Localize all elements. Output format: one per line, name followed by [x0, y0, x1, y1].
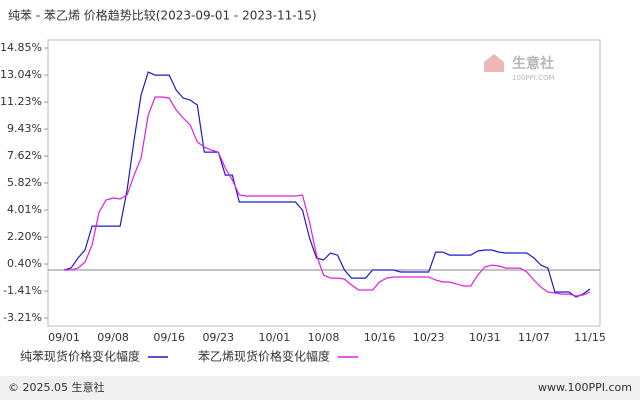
watermark: 生意社 100PPI.COM	[484, 54, 555, 82]
x-tick-label: 10/23	[413, 331, 445, 344]
y-tick-label: 5.82%	[7, 176, 42, 189]
y-tick-label: 4.01%	[7, 203, 42, 216]
watermark-logo	[484, 54, 504, 72]
watermark-site: 100PPI.COM	[512, 74, 555, 82]
legend-label: 纯苯现货价格变化幅度	[20, 349, 140, 364]
chart-title: 纯苯 - 苯乙烯 价格趋势比较(2023-09-01 - 2023-11-15)	[8, 8, 317, 23]
x-tick-label: 11/07	[518, 331, 550, 344]
series-line	[63, 71, 591, 298]
y-tick-label: -1.41%	[3, 284, 42, 297]
x-tick-label: 10/31	[469, 331, 501, 344]
y-tick-label: 11.23%	[0, 95, 42, 108]
x-tick-label: 09/01	[48, 331, 80, 344]
plot-frame	[47, 39, 601, 327]
x-tick-label: 11/15	[574, 331, 606, 344]
y-tick-label: 9.43%	[7, 122, 42, 135]
y-tick-label: -3.21%	[3, 311, 42, 324]
footer-band	[0, 376, 640, 400]
y-tick-label: 13.04%	[0, 68, 42, 81]
x-tick-label: 10/01	[259, 331, 291, 344]
footer-left: © 2025.05 生意社	[8, 380, 104, 394]
legend-label: 苯乙烯现货价格变化幅度	[198, 349, 330, 364]
footer-right: www.100PPI.com	[538, 381, 632, 394]
series-line	[64, 96, 591, 297]
y-tick-label: 0.40%	[7, 257, 42, 270]
x-tick-label: 09/23	[202, 331, 234, 344]
y-tick-label: 2.20%	[7, 230, 42, 243]
x-tick-label: 09/08	[97, 331, 129, 344]
watermark-name: 生意社	[512, 55, 554, 72]
y-tick-label: 7.62%	[7, 149, 42, 162]
x-tick-label: 10/16	[364, 331, 396, 344]
x-tick-label: 10/08	[308, 331, 340, 344]
x-tick-label: 09/16	[153, 331, 185, 344]
y-tick-label: 14.85%	[0, 41, 42, 54]
